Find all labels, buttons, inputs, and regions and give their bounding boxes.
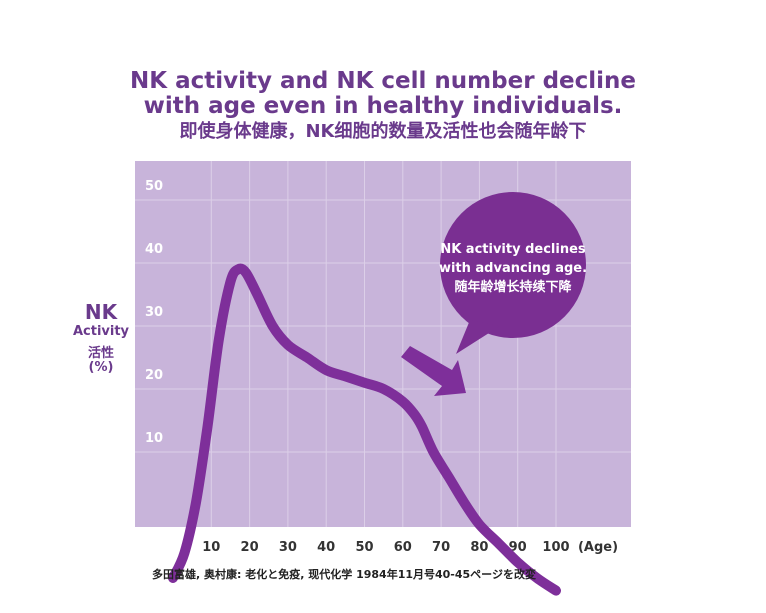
x-tick-label-40: 40	[317, 540, 335, 555]
callout-bubble	[440, 192, 586, 354]
x-tick-labels: 10 20 30 40 50 60 70 80 90 100 (Age)	[202, 540, 618, 555]
y-tick-label-20: 20	[145, 368, 163, 383]
x-tick-label-60: 60	[394, 540, 412, 555]
chart-title-line1: NK activity and NK cell number decline	[130, 68, 636, 94]
x-tick-label-10: 10	[202, 540, 220, 555]
callout-text-line3: 随年龄增长持续下降	[454, 280, 572, 295]
x-axis-title: (Age)	[578, 540, 618, 555]
chart-title-line2: with age even in healthy individuals.	[143, 93, 623, 119]
y-axis-title: NK	[84, 300, 118, 324]
callout-text-line1: NK activity declines	[440, 242, 586, 257]
series-line	[168, 263, 561, 596]
y-axis-unit: (%)	[88, 360, 114, 375]
chart-title-chinese: 即使身体健康，NK细胞的数量及活性也会随年龄下	[179, 121, 587, 142]
y-tick-label-30: 30	[145, 305, 163, 320]
y-axis-subtitle-zh: 活性	[87, 346, 114, 361]
y-tick-label-10: 10	[145, 431, 163, 446]
x-tick-label-80: 80	[470, 540, 488, 555]
x-tick-label-30: 30	[279, 540, 297, 555]
y-axis-subtitle-en: Activity	[72, 324, 130, 339]
y-tick-label-50: 50	[145, 179, 163, 194]
y-tick-label-40: 40	[145, 242, 163, 257]
callout-text-line2: with advancing age.	[438, 261, 588, 276]
x-tick-label-70: 70	[432, 540, 450, 555]
x-tick-label-20: 20	[241, 540, 259, 555]
x-tick-label-100: 100	[542, 540, 569, 555]
callout-arrow	[401, 346, 466, 396]
source-citation: 多田富雄, 奥村康: 老化と免疫, 现代化学 1984年11月号40-45ページ…	[152, 568, 536, 581]
x-tick-label-50: 50	[355, 540, 373, 555]
y-tick-labels: 10 20 30 40 50	[145, 179, 163, 446]
